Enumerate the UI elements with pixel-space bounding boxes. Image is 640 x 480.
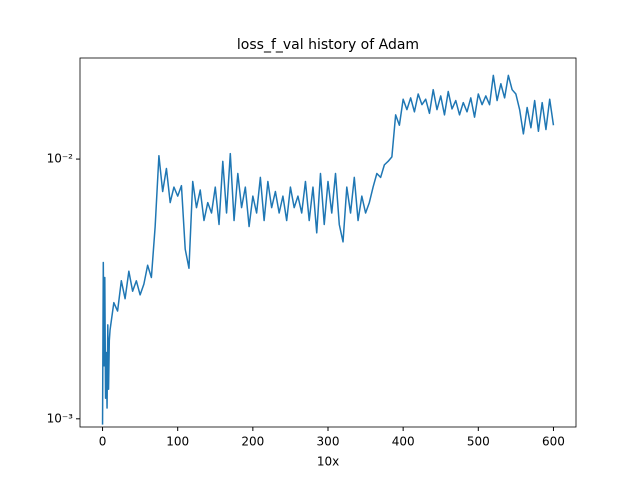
x-tick-label: 300 (317, 435, 340, 449)
x-axis-label: 10x (317, 455, 339, 469)
x-tick-label: 100 (166, 435, 189, 449)
line (101, 74, 555, 425)
x-tick-label: 200 (241, 435, 264, 449)
x-tick-label: 600 (542, 435, 565, 449)
chart-title: loss_f_val history of Adam (237, 37, 419, 53)
x-tick-label: 500 (467, 435, 490, 449)
y-tick-label: 10⁻³ (47, 411, 74, 425)
y-tick-label: 10⁻² (47, 152, 74, 166)
x-tick-label: 400 (392, 435, 415, 449)
x-tick-label: 0 (99, 435, 107, 449)
plot-frame (79, 57, 577, 428)
